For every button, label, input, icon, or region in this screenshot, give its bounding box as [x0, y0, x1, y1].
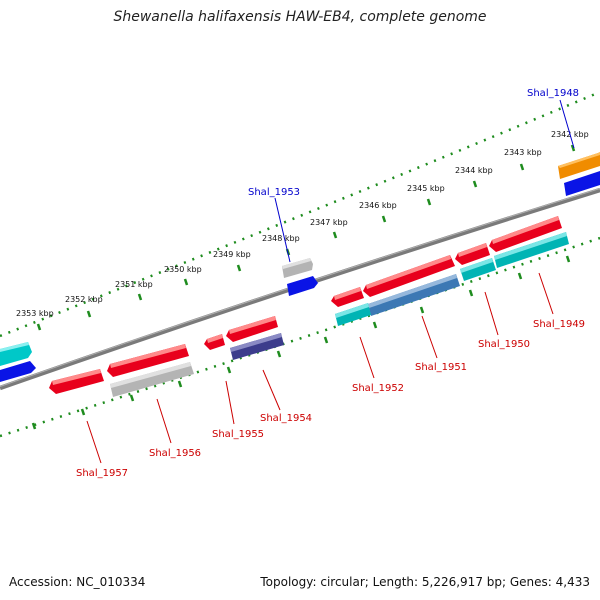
inner-ticks [31, 255, 571, 430]
gene-shal-1954-top [230, 333, 282, 352]
kbp-ticks [36, 144, 576, 331]
gene-shal-1952-top [334, 287, 361, 300]
gene-shal-1950-top [458, 243, 487, 257]
map-title: Shewanella halifaxensis HAW-EB4, complet… [113, 9, 487, 25]
reverse-strand-genes [49, 216, 569, 397]
label-leaders [86, 99, 575, 464]
gene-shal-1954-red-top [229, 316, 276, 334]
gene-shal-1957-top [52, 369, 101, 385]
gene-shal-1948-orange-top [558, 152, 600, 168]
gene-shal-1956-grey-top [110, 362, 191, 388]
kbp-label: 2345 kbp [407, 184, 445, 193]
gene-label-shal-1949[interactable]: Shal_1949 [533, 319, 585, 330]
gene-shal-1953-grey[interactable] [282, 258, 313, 278]
gene-shal-1949-top [492, 216, 559, 244]
gene-label-shal-1952[interactable]: Shal_1952 [352, 383, 404, 394]
gene-shal-1953-grey-top [282, 258, 311, 269]
kbp-label: 2353 kbp [16, 309, 54, 318]
gene-left-blue[interactable] [0, 361, 36, 382]
kbp-label: 2350 kbp [164, 265, 202, 274]
gene-shal-1956-top [110, 344, 186, 368]
topology-text: Topology: circular; Length: 5,226,917 bp… [260, 575, 590, 589]
gene-shal-1951-blue-top [368, 274, 457, 308]
gene-shal-1952-cyan-top [335, 303, 369, 318]
gene-shal-1953-blue[interactable] [287, 276, 318, 296]
gene-label-shal-1957[interactable]: Shal_1957 [76, 468, 128, 479]
kbp-label: 2349 kbp [213, 250, 251, 259]
gene-shal-1948-orange[interactable] [558, 152, 600, 179]
gene-labels: Shal_1948 Shal_1953 Shal_1949 Shal_1950 … [76, 88, 585, 479]
outer-scale-track [0, 90, 600, 338]
gene-shal-1950-cyan-top [460, 258, 493, 273]
gene-shal-1955-top [207, 334, 223, 343]
kbp-label: 2343 kbp [504, 148, 542, 157]
gene-left-cyan-top [0, 342, 29, 352]
accession-text: Accession: NC_010334 [9, 575, 146, 589]
kbp-label: 2347 kbp [310, 218, 348, 227]
kbp-label: 2352 kbp [65, 295, 103, 304]
gene-label-shal-1955[interactable]: Shal_1955 [212, 429, 264, 440]
inner-scale-track [0, 236, 600, 438]
gene-label-shal-1956[interactable]: Shal_1956 [149, 448, 201, 459]
gene-label-shal-1950[interactable]: Shal_1950 [478, 339, 530, 350]
kbp-label: 2348 kbp [262, 234, 300, 243]
gene-label-shal-1951[interactable]: Shal_1951 [415, 362, 467, 373]
kbp-labels: 2342 kbp 2343 kbp 2344 kbp 2345 kbp 2346… [16, 130, 589, 318]
gene-shal-1948-blue[interactable] [564, 171, 600, 196]
gene-label-shal-1953[interactable]: Shal_1953 [248, 187, 300, 198]
kbp-label: 2344 kbp [455, 166, 493, 175]
gene-label-shal-1948[interactable]: Shal_1948 [527, 88, 579, 99]
kbp-label: 2351 kbp [115, 280, 153, 289]
forward-strand-genes [0, 152, 600, 382]
gene-shal-1949-cyan-top [494, 232, 567, 260]
gene-label-shal-1954[interactable]: Shal_1954 [260, 413, 312, 424]
gene-shal-1951-top [366, 255, 451, 289]
kbp-label: 2346 kbp [359, 201, 397, 210]
